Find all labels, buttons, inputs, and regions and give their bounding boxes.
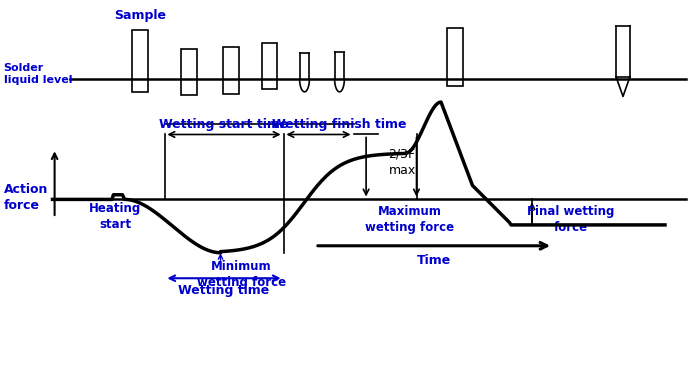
Text: Heating
start: Heating start <box>90 202 141 231</box>
Text: Wetting finish time: Wetting finish time <box>272 118 407 131</box>
Text: Maximum
wetting force: Maximum wetting force <box>365 205 454 234</box>
Bar <box>223 47 239 93</box>
Bar <box>262 43 277 89</box>
Bar <box>447 28 463 86</box>
Text: Final wetting
force: Final wetting force <box>527 205 614 234</box>
Text: Action
force: Action force <box>4 183 48 212</box>
Bar <box>181 49 197 95</box>
Text: Solder
liquid level: Solder liquid level <box>4 63 72 85</box>
Text: Wetting start time: Wetting start time <box>160 118 288 131</box>
Text: Sample: Sample <box>114 9 166 22</box>
Text: Time: Time <box>417 254 451 267</box>
Bar <box>132 30 148 92</box>
Text: Minimum
wetting force: Minimum wetting force <box>197 260 286 289</box>
Text: 2/3F
max: 2/3F max <box>389 147 416 177</box>
Text: Wetting time: Wetting time <box>178 284 270 297</box>
